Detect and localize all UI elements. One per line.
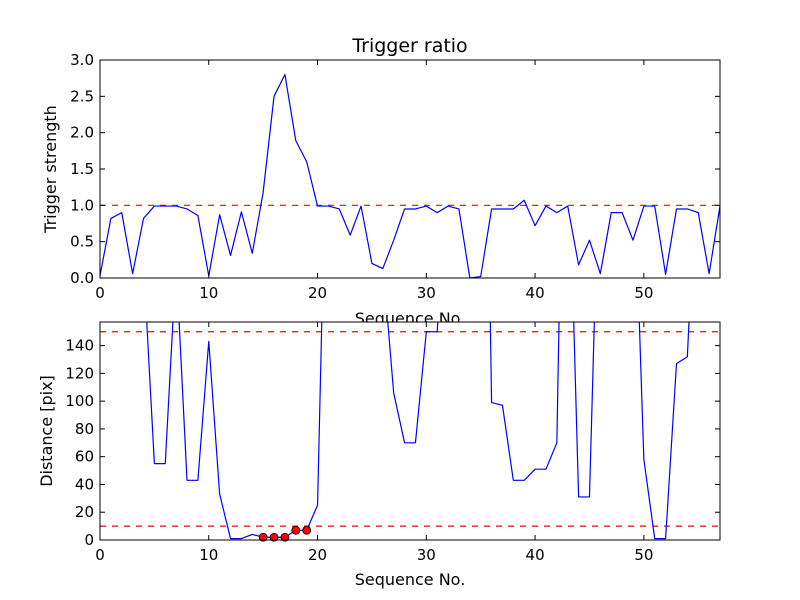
- y-tick-label: 80: [75, 420, 94, 438]
- plot-area: [100, 60, 720, 278]
- distance-panel: 0 10 20 30 40 50 0 20 40 60 80 100 120 140 Sequence …: [37, 321, 721, 589]
- x-tick-label: 20: [308, 284, 327, 302]
- y-axis-label: Trigger strength: [41, 105, 60, 234]
- y-tick-label: 140: [65, 337, 94, 355]
- y-tick-label: 0.0: [70, 269, 94, 287]
- x-axis-label: Sequence No.: [355, 570, 466, 589]
- marker-point: [291, 525, 301, 535]
- x-tick-label: 50: [634, 284, 653, 302]
- y-tick-label: 0: [84, 531, 94, 549]
- y-tick-label: 20: [75, 503, 94, 521]
- x-tick-label: 10: [199, 284, 218, 302]
- y-tick-label: 1.5: [70, 160, 94, 178]
- series-line-0: [146, 322, 690, 540]
- y-tick-label: 2.0: [70, 124, 94, 142]
- plot-frame: [99, 321, 721, 541]
- marker-point: [258, 532, 268, 542]
- plot-area: [100, 322, 720, 540]
- x-tick-label: 0: [95, 546, 105, 564]
- marker-point: [269, 532, 279, 542]
- x-tick-label: 30: [417, 546, 436, 564]
- marker-point: [302, 525, 312, 535]
- x-tick-label: 40: [526, 284, 545, 302]
- series-line-0: [100, 73, 720, 278]
- x-tick-label: 50: [634, 546, 653, 564]
- y-tick-label: 3.0: [70, 51, 94, 69]
- x-tick-label: 40: [526, 546, 545, 564]
- x-tick-label: 30: [417, 284, 436, 302]
- x-tick-label: 10: [199, 546, 218, 564]
- trigger-ratio-panel: 0 10 20 30 40 50 0.0 0.5 1.0 1.5 2.0 2.5 3.0 Trigge…: [41, 35, 721, 328]
- marker-point: [280, 532, 290, 542]
- y-tick-label: 0.5: [70, 233, 94, 251]
- y-tick-label: 40: [75, 475, 94, 493]
- y-tick-label: 60: [75, 448, 94, 466]
- x-tick-label: 20: [308, 546, 327, 564]
- y-tick-label: 120: [65, 364, 94, 382]
- y-tick-label: 100: [65, 392, 94, 410]
- chart-title: Trigger ratio: [351, 35, 467, 57]
- y-tick-label: 2.5: [70, 87, 94, 105]
- y-axis-label: Distance [pix]: [37, 375, 56, 487]
- y-tick-label: 1.0: [70, 196, 94, 214]
- x-tick-label: 0: [95, 284, 105, 302]
